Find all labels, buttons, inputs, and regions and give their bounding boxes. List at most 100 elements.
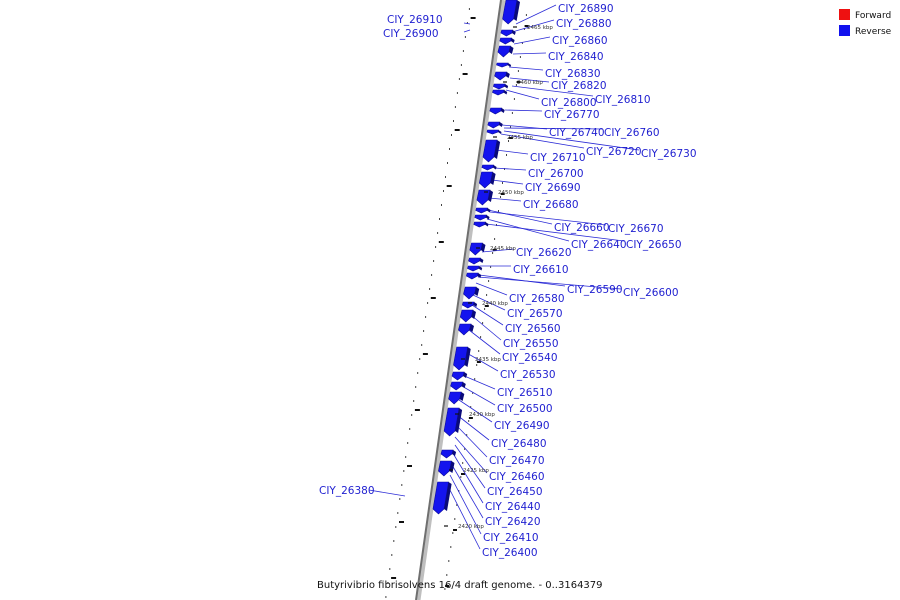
gene-arrow [440, 449, 454, 459]
backbone-shadow [415, 0, 506, 600]
track-tick [431, 274, 433, 276]
label-leader [468, 329, 501, 355]
track-tick [490, 266, 492, 268]
label-leader [485, 223, 625, 242]
major-tick [524, 25, 529, 27]
kbp-label: 2450 kbp [498, 190, 524, 196]
gene-arrow-shade [444, 482, 452, 511]
track-tick [421, 344, 423, 346]
track-tick [464, 448, 466, 450]
gene-arrow-shade [474, 287, 480, 296]
track-tick [448, 560, 450, 562]
label-leader [472, 294, 506, 311]
track-tick [500, 196, 501, 198]
gene-arrow [467, 265, 480, 272]
kbp-markers: 2420 kbp 2425 kbp 2430 kbp 2435 kbp 2440 kbp… [444, 25, 553, 530]
major-tick [508, 137, 513, 139]
track-tick [460, 476, 462, 478]
gene-label: CIY_26400 [482, 547, 538, 559]
gene-arrow [432, 481, 449, 515]
track-tick [472, 392, 474, 394]
track-tick [452, 532, 454, 534]
gene-label: CIY_26470 [489, 455, 545, 467]
gene-label: CIY_26730 [641, 148, 697, 160]
track-tick [462, 462, 464, 464]
track-tick [484, 308, 486, 310]
gene-label: CIY_26910 [387, 14, 443, 26]
label-leader [475, 282, 508, 296]
label-leader [449, 474, 482, 535]
track-tick [411, 414, 413, 416]
major-tick [484, 305, 489, 307]
label-leader [458, 399, 493, 423]
track-tick [429, 288, 431, 290]
track-tick [498, 210, 499, 212]
label-leader [477, 276, 622, 290]
gene-arrow-shade [480, 243, 486, 252]
gene-label: CIY_26660 [554, 222, 610, 234]
track-tick [395, 526, 397, 528]
gene-label: CIY_26620 [516, 247, 572, 259]
track-tick [407, 442, 409, 444]
major-tick [445, 585, 450, 587]
track-tick [445, 176, 446, 178]
kbp-label: 2445 kbp [490, 246, 516, 252]
gene-label: CIY_26900 [383, 28, 439, 40]
gene-arrow-shade [463, 372, 468, 378]
gene-arrow [500, 29, 514, 37]
gene-arrow-shade [500, 108, 505, 113]
major-tick [462, 73, 468, 75]
major-tick [500, 193, 505, 195]
gene-label: CIY_26860 [552, 35, 608, 47]
label-leader [505, 89, 540, 100]
gene-label: CIY_26700 [528, 168, 584, 180]
label-leader [508, 66, 544, 71]
major-tick [492, 249, 497, 251]
track-tick [453, 120, 454, 122]
label-leader [463, 22, 471, 25]
track-tick [468, 8, 470, 10]
gene-arrow-shade [513, 0, 520, 21]
gene-arrow [474, 214, 487, 221]
track-tick [519, 56, 521, 58]
legend: Forward Reverse [839, 9, 892, 37]
track-tick [385, 596, 387, 598]
gene-label: CIY_26420 [485, 516, 541, 528]
gene-label: CIY_26530 [500, 369, 556, 381]
kbp-label: 2425 kbp [463, 468, 489, 474]
major-tick [422, 353, 428, 355]
track-tick [417, 372, 419, 374]
track-tick [513, 98, 515, 100]
track-tick [425, 316, 427, 318]
gene-arrow [486, 129, 499, 135]
gene-arrow [468, 257, 481, 265]
gene-label: CIY_26690 [525, 182, 581, 194]
track-tick [506, 154, 507, 156]
track-tick [480, 336, 482, 338]
label-leader [463, 29, 471, 33]
gene-arrow [450, 381, 464, 391]
gene-arrow [475, 207, 488, 214]
track-tick [476, 364, 478, 366]
label-leader [512, 52, 547, 55]
label-leader [451, 464, 484, 519]
track-tick [470, 406, 472, 408]
kbp-label: 2455 kbp [507, 135, 533, 141]
gene-label: CIY_26460 [489, 471, 545, 483]
gene-label: CIY_26490 [494, 420, 550, 432]
track-tick [391, 554, 393, 556]
gene-arrow-shade [504, 84, 509, 89]
track-tick [517, 70, 519, 72]
track-tick [525, 14, 527, 16]
label-leader [500, 133, 585, 149]
gene-label: CIY_26640 [571, 239, 627, 251]
track-tick [439, 218, 440, 220]
track-tick [478, 350, 480, 352]
gene-arrow [458, 323, 472, 336]
track-tick [443, 190, 444, 192]
track-tick [393, 540, 395, 542]
track-tick [413, 400, 415, 402]
gene-arrow-shade [490, 172, 496, 185]
label-leader [470, 314, 502, 341]
label-leader [471, 304, 504, 326]
